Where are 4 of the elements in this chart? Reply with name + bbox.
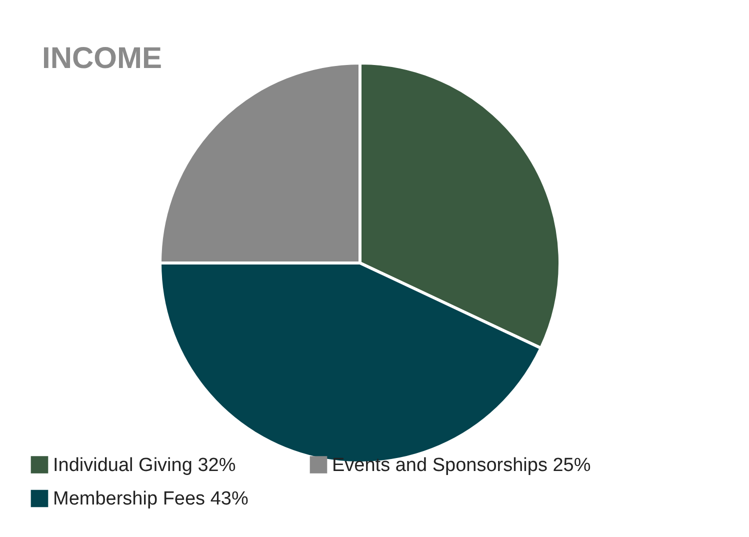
legend-label: Events and Sponsorships 25% <box>332 454 591 476</box>
legend-label: Individual Giving 32% <box>53 454 236 476</box>
legend-label: Membership Fees 43% <box>53 488 248 510</box>
chart-title: INCOME <box>42 42 162 75</box>
